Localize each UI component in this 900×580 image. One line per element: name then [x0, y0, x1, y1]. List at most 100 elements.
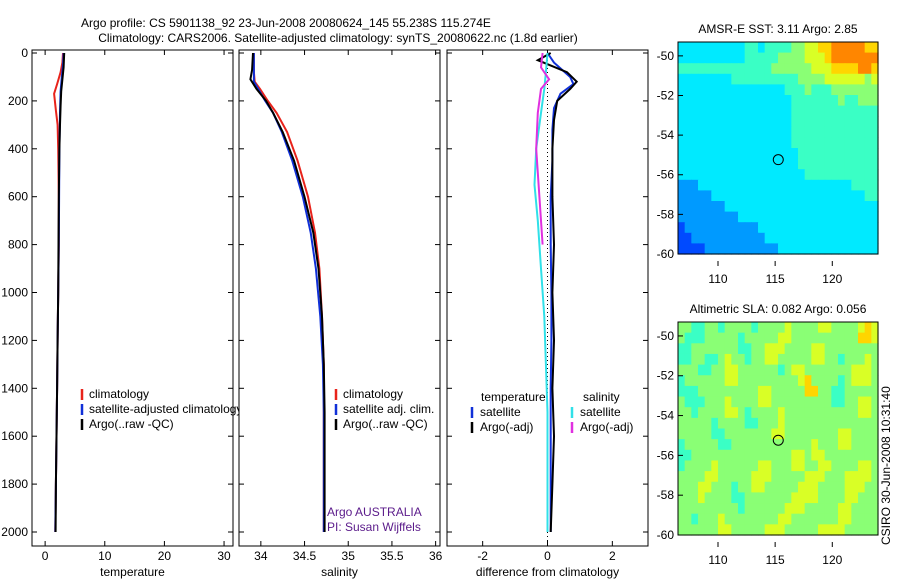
amsr-sst-map-cell [838, 137, 846, 149]
temperature-xtick-label: 30 [217, 549, 231, 563]
amsr-sst-map-cell [704, 42, 712, 54]
altimetric-sla-map-cell [738, 503, 746, 515]
altimetric-sla-map-cell [784, 417, 792, 430]
altimetric-sla-map-cell [764, 385, 772, 398]
amsr-sst-map-cell [698, 201, 706, 213]
altimetric-sla-map-cell [724, 407, 732, 419]
altimetric-sla-map-cell [871, 407, 879, 419]
amsr-sst-map-ytick-label: -50 [657, 49, 675, 63]
amsr-sst-map-cell [771, 42, 779, 54]
altimetric-sla-map-cell [824, 439, 832, 451]
altimetric-sla-map-cell [744, 385, 752, 398]
altimetric-sla-map-cell [871, 439, 879, 451]
altimetric-sla-map-cell [871, 524, 879, 536]
amsr-sst-map-cell [831, 95, 839, 107]
altimetric-sla-map-cell [871, 460, 879, 472]
altimetric-sla-map-cell [791, 449, 799, 462]
amsr-sst-map-cell [764, 222, 772, 234]
amsr-sst-map-cell [731, 63, 739, 75]
altimetric-sla-map-cell [778, 524, 786, 536]
altimetric-sla-map-cell [871, 503, 879, 515]
altimetric-sla-map-cell [864, 449, 872, 462]
altimetric-sla-map-cell [758, 449, 766, 462]
altimetric-sla-map-cell [818, 428, 826, 440]
amsr-sst-map-cell [778, 190, 786, 202]
amsr-sst-map-cell [764, 105, 772, 117]
altimetric-sla-map-cell [738, 396, 746, 408]
altimetric-sla-map-cell [831, 353, 839, 366]
amsr-sst-map-cell [804, 211, 812, 223]
altimetric-sla-map-cell [751, 332, 759, 344]
amsr-sst-map-cell [838, 201, 846, 213]
amsr-sst-map-cell [791, 201, 799, 213]
amsr-sst-map-cell [698, 73, 706, 85]
altimetric-sla-map-cell [758, 439, 766, 451]
amsr-sst-map-cell [698, 232, 706, 244]
amsr-sst-map-cell [731, 232, 739, 244]
altimetric-sla-map-cell [751, 407, 759, 419]
altimetric-sla-map-cell [771, 407, 779, 419]
amsr-sst-map-cell [764, 243, 772, 255]
amsr-sst-map-cell [824, 169, 832, 181]
amsr-sst-map-cell [831, 148, 839, 160]
altimetric-sla-map-cell [811, 449, 819, 462]
altimetric-sla-map-cell [684, 343, 692, 355]
amsr-sst-map-cell [804, 158, 812, 170]
altimetric-sla-map-cell [771, 513, 779, 525]
amsr-sst-map-cell [724, 95, 732, 107]
amsr-sst-map-cell [698, 42, 706, 54]
amsr-sst-map-cell [678, 126, 686, 138]
amsr-sst-map-cell [844, 158, 852, 170]
altimetric-sla-map-cell [771, 439, 779, 451]
amsr-sst-map-cell [764, 63, 772, 75]
amsr-sst-map-cell [724, 105, 732, 117]
altimetric-sla-map-cell [738, 449, 746, 462]
amsr-sst-map-cell [744, 179, 752, 191]
altimetric-sla-map-cell [811, 492, 819, 504]
altimetric-sla-map-cell [731, 343, 739, 355]
altimetric-sla-map-cell [758, 353, 766, 366]
amsr-sst-map-cell [758, 190, 766, 202]
amsr-sst-map-cell [764, 73, 772, 85]
altimetric-sla-map-cell [804, 439, 812, 451]
altimetric-sla-map-cell [864, 513, 872, 525]
amsr-sst-map-cell [824, 137, 832, 149]
amsr-sst-map-cell [771, 126, 779, 138]
altimetric-sla-map-cell [791, 343, 799, 355]
altimetric-sla-map-cell [838, 396, 846, 408]
altimetric-sla-map-cell [764, 439, 772, 451]
altimetric-sla-map-cell [778, 343, 786, 355]
amsr-sst-map-cell [871, 190, 879, 202]
altimetric-sla-map-cell [731, 375, 739, 387]
amsr-sst-map-cell [731, 126, 739, 138]
amsr-sst-map-cell [758, 243, 766, 255]
amsr-sst-map-cell [744, 158, 752, 170]
altimetric-sla-map-cell [818, 481, 826, 493]
altimetric-sla-map-axes-frame [677, 321, 879, 536]
amsr-sst-map-cell [824, 232, 832, 244]
amsr-sst-map-cell [751, 222, 759, 234]
altimetric-sla-map-cell [784, 503, 792, 515]
amsr-sst-map-cell [864, 63, 872, 75]
difference-legend-group-title: salinity [583, 390, 620, 404]
difference-legend-label: satellite [480, 405, 521, 419]
temperature-xlabel: temperature [100, 565, 165, 579]
amsr-sst-map-cell [778, 105, 786, 117]
amsr-sst-map-cell [844, 105, 852, 117]
altimetric-sla-map-cell [691, 460, 699, 472]
altimetric-sla-map-cell [684, 439, 692, 451]
amsr-sst-map-cell [758, 105, 766, 117]
amsr-sst-map-cell [838, 211, 846, 223]
amsr-sst-map-cell [724, 190, 732, 202]
amsr-sst-map-cell [684, 137, 692, 149]
amsr-sst-map-cell [858, 148, 866, 160]
amsr-sst-map-ytick-label: -60 [657, 247, 675, 261]
altimetric-sla-map-cell [844, 524, 852, 536]
altimetric-sla-map-cell [811, 513, 819, 525]
altimetric-sla-map-cell [744, 322, 752, 334]
amsr-sst-map-cell [791, 190, 799, 202]
altimetric-sla-map-cell [758, 385, 766, 398]
altimetric-sla-map-cell [744, 460, 752, 472]
altimetric-sla-map-cell [704, 343, 712, 355]
altimetric-sla-map-cell [844, 407, 852, 419]
